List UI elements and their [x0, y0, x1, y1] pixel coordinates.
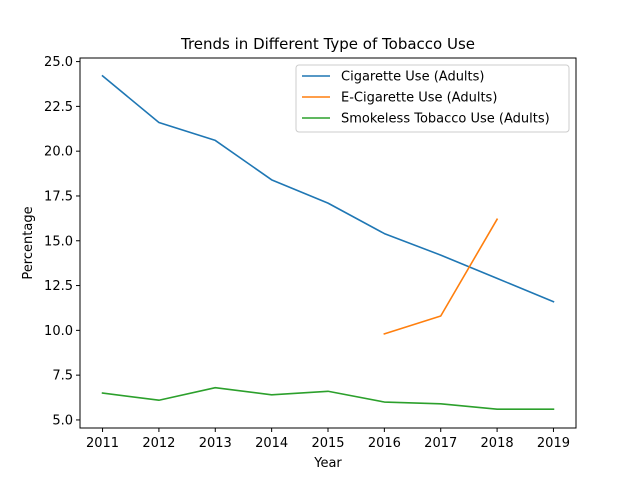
y-tick-label: 12.5	[44, 279, 73, 294]
y-tick-label: 20.0	[44, 145, 73, 160]
y-axis-label: Percentage	[21, 206, 36, 279]
x-tick-label: 2014	[255, 436, 288, 451]
y-tick-label: 10.0	[44, 324, 73, 339]
plot-area-frame	[79, 57, 577, 429]
legend-frame	[295, 64, 570, 133]
x-tick-label: 2016	[368, 436, 401, 451]
x-tick-label: 2012	[142, 436, 175, 451]
y-tick-label: 7.5	[52, 369, 73, 384]
x-tick-label: 2013	[199, 436, 232, 451]
series-lines	[101, 74, 555, 410]
x-tick-label: 2019	[537, 436, 570, 451]
series-line-2	[383, 218, 499, 335]
x-tick-label: 2018	[481, 436, 514, 451]
legend-label: Cigarette Use (Adults)	[341, 70, 485, 85]
x-axis-label: Year	[313, 456, 342, 471]
y-tick-label: 22.5	[44, 100, 73, 115]
y-tick-label: 17.5	[44, 189, 73, 204]
y-tick-label: 25.0	[44, 55, 73, 70]
legend: Cigarette Use (Adults) E-Cigarette Use (A…	[295, 64, 570, 133]
x-tick-label: 2011	[86, 436, 119, 451]
x-axis-ticks: 2011 2012 2013 2014 2015 2016 2017 2018 2019	[86, 428, 570, 451]
x-tick-label: 2015	[311, 436, 344, 451]
y-axis-ticks: 5.0 7.5 10.0 12.5 15.0 17.5 20.0 22.5 25.0	[44, 55, 80, 428]
legend-label: E-Cigarette Use (Adults)	[341, 91, 497, 106]
legend-label: Smokeless Tobacco Use (Adults)	[341, 112, 550, 127]
y-tick-label: 15.0	[44, 234, 73, 249]
series-line-3	[101, 386, 555, 410]
chart-title: Trends in Different Type of Tobacco Use	[180, 35, 475, 53]
y-tick-label: 5.0	[52, 413, 73, 428]
series-line-1	[101, 74, 555, 303]
x-tick-label: 2017	[424, 436, 457, 451]
